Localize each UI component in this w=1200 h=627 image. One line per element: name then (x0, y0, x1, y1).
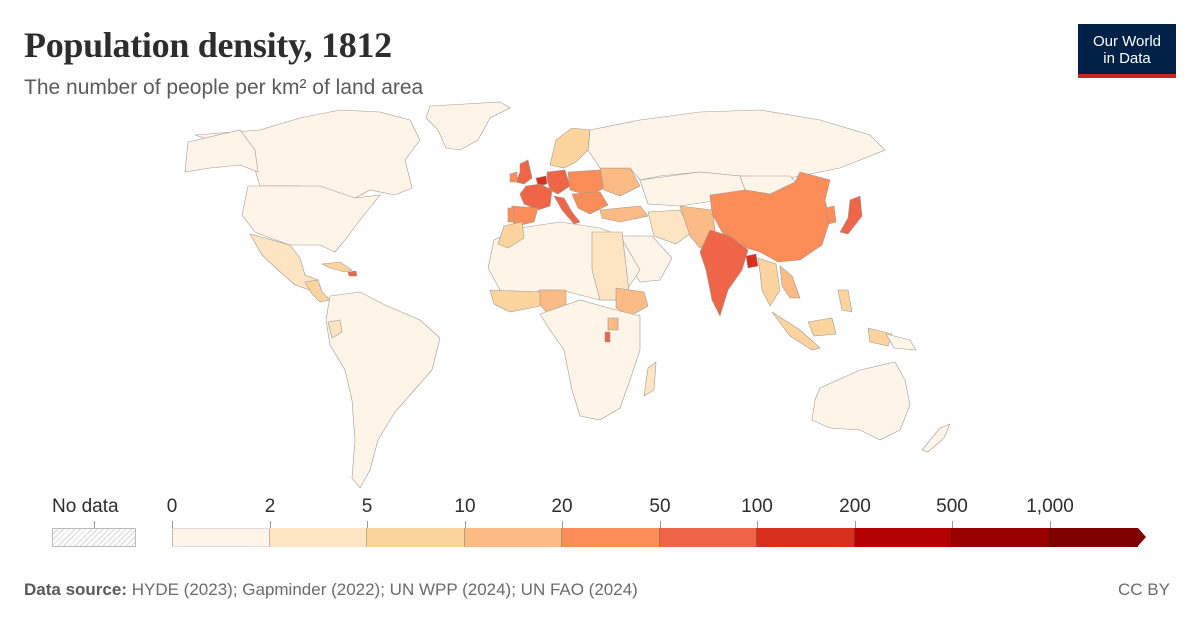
legend-tick (1050, 521, 1051, 528)
legend-tick-label: 1,000 (1026, 496, 1074, 517)
region-uganda[interactable] (607, 317, 619, 331)
region-united-states[interactable] (241, 185, 381, 253)
data-source-label: Data source: (24, 580, 127, 599)
legend-tick-label: 2 (264, 496, 276, 517)
region-haiti[interactable] (347, 270, 358, 277)
legend-tick (855, 521, 856, 528)
legend-tick (757, 521, 758, 528)
region-australia[interactable] (811, 361, 911, 441)
region-russia[interactable] (587, 109, 886, 181)
region-ecuador[interactable] (327, 319, 343, 339)
region-new-zealand[interactable] (921, 423, 951, 453)
region-cuba[interactable] (320, 261, 353, 273)
legend-tick-label: 0 (166, 496, 178, 517)
region-bangladesh[interactable] (745, 253, 759, 269)
region-west-africa[interactable] (489, 289, 541, 313)
region-germany[interactable] (546, 169, 571, 195)
region-benelux[interactable] (535, 175, 548, 187)
logo-line-1: Our World (1092, 33, 1162, 50)
region-ethiopia[interactable] (615, 287, 649, 317)
legend-tick (270, 521, 271, 528)
legend-bin-5-10[interactable] (367, 528, 465, 547)
region-egypt-sudan[interactable] (591, 231, 631, 301)
region-canada[interactable] (194, 109, 421, 199)
region-morocco[interactable] (497, 221, 525, 249)
region-papua[interactable] (885, 333, 917, 351)
legend-bin-500-1000[interactable] (952, 528, 1050, 547)
region-korea[interactable] (825, 205, 837, 225)
license-link[interactable]: CC BY (1118, 580, 1170, 599)
legend-bin-50-100[interactable] (660, 528, 757, 547)
data-source-text[interactable]: HYDE (2023); Gapminder (2022); UN WPP (2… (131, 580, 638, 599)
region-rwanda-burundi[interactable] (604, 331, 611, 343)
region-portugal[interactable] (507, 207, 515, 223)
region-greenland[interactable] (425, 101, 511, 151)
legend-tick (172, 521, 173, 528)
legend-tick-label: 100 (741, 496, 773, 517)
region-philippines[interactable] (837, 289, 853, 313)
no-data-label: No data (52, 496, 119, 517)
legend-bin-1000-plus[interactable] (1050, 528, 1138, 547)
legend-tick (660, 521, 661, 528)
region-myanmar-thailand[interactable] (757, 257, 781, 307)
region-madagascar[interactable] (643, 361, 657, 397)
region-scandinavia[interactable] (549, 127, 591, 169)
region-india[interactable] (699, 229, 749, 317)
legend-tick-label: 500 (936, 496, 968, 517)
logo-accent-bar (1078, 74, 1176, 78)
region-france[interactable] (519, 183, 553, 211)
legend-tick-label: 200 (839, 496, 871, 517)
legend-tick-label: 10 (454, 496, 476, 517)
no-data-tick (94, 521, 95, 528)
logo-line-2: in Data (1103, 50, 1151, 67)
region-turkey[interactable] (599, 205, 649, 223)
region-ireland[interactable] (509, 171, 518, 183)
chart-title: Population density, 1812 (24, 25, 392, 65)
legend-tick (952, 521, 953, 528)
legend-tick-label: 50 (649, 496, 671, 517)
legend-tick (562, 521, 563, 528)
region-indonesia[interactable] (771, 311, 893, 351)
region-vietnam[interactable] (779, 265, 801, 299)
legend-tick (367, 521, 368, 528)
legend-tick (465, 521, 466, 528)
region-central-america[interactable] (304, 279, 331, 303)
region-balkans[interactable] (571, 191, 609, 215)
legend-tick-label: 20 (551, 496, 573, 517)
legend-bin-10-20[interactable] (465, 528, 562, 547)
legend-tick-label: 5 (361, 496, 373, 517)
legend-overflow-arrow-icon (1138, 528, 1146, 546)
region-alaska[interactable] (184, 129, 259, 173)
region-italy[interactable] (553, 195, 581, 225)
legend-bin-100-200[interactable] (757, 528, 855, 547)
legend-bin-2-5[interactable] (270, 528, 367, 547)
world-map[interactable] (0, 100, 1200, 490)
region-south-america[interactable] (325, 291, 441, 489)
region-central-africa[interactable] (539, 299, 641, 421)
owid-logo[interactable]: Our World in Data (1078, 24, 1176, 78)
color-legend: No data 0 2 5 10 20 50 100 200 500 1,000 (0, 490, 1200, 560)
data-source: Data source: HYDE (2023); Gapminder (202… (24, 580, 638, 600)
chart-subtitle: The number of people per km² of land are… (24, 76, 424, 99)
no-data-swatch[interactable] (52, 528, 136, 547)
region-iran[interactable] (647, 209, 693, 245)
legend-bin-200-500[interactable] (855, 528, 952, 547)
region-united-kingdom[interactable] (515, 159, 533, 185)
legend-bin-0-2[interactable] (172, 528, 270, 547)
legend-bin-20-50[interactable] (562, 528, 660, 547)
region-japan[interactable] (839, 195, 863, 235)
